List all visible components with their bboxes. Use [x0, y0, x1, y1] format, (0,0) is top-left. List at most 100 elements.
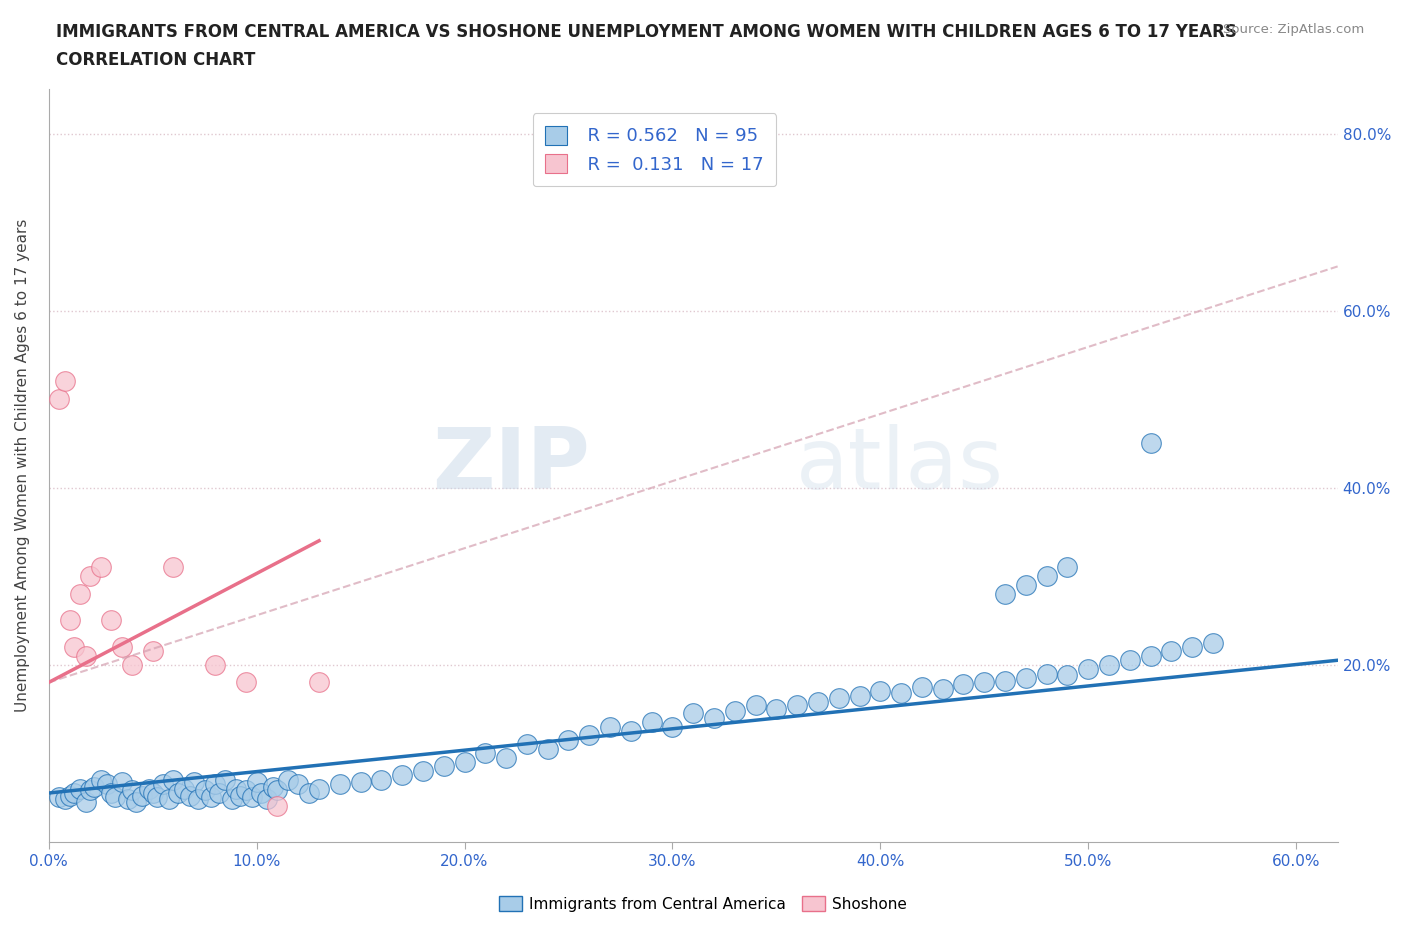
Point [1056, 668, 1078, 683]
Point [1015, 671, 1038, 685]
Point [370, 772, 392, 787]
Point [204, 777, 226, 791]
Point [200, 790, 222, 804]
Point [297, 786, 319, 801]
Point [277, 772, 299, 787]
Point [765, 701, 787, 716]
Point [994, 587, 1017, 602]
Point [869, 684, 891, 698]
Point [682, 706, 704, 721]
Point [194, 783, 217, 798]
Point [1139, 648, 1161, 663]
Point [599, 719, 621, 734]
Point [90, 772, 112, 787]
Point [308, 675, 330, 690]
Point [931, 682, 953, 697]
Point [952, 677, 974, 692]
Point [391, 768, 413, 783]
Point [214, 772, 236, 787]
Point [1202, 635, 1225, 650]
Point [55, 791, 77, 806]
Point [1160, 644, 1182, 658]
Point [890, 685, 912, 700]
Text: Source: ZipAtlas.com: Source: ZipAtlas.com [1223, 23, 1364, 36]
Point [179, 789, 201, 804]
Point [453, 754, 475, 769]
Point [110, 774, 132, 789]
Point [1139, 436, 1161, 451]
Point [146, 790, 169, 804]
Point [83, 779, 105, 794]
Text: ZIP: ZIP [432, 424, 591, 507]
Point [62, 640, 84, 655]
Point [911, 680, 934, 695]
Point [121, 783, 143, 798]
Point [848, 688, 870, 703]
Point [162, 560, 184, 575]
Point [744, 698, 766, 712]
Point [973, 675, 995, 690]
Point [100, 786, 122, 801]
Point [121, 658, 143, 672]
Point [55, 374, 77, 389]
Point [266, 783, 288, 798]
Point [58, 789, 80, 804]
Point [994, 673, 1017, 688]
Point [246, 774, 269, 789]
Point [287, 777, 309, 791]
Point [173, 781, 195, 796]
Point [703, 711, 725, 725]
Point [308, 781, 330, 796]
Point [661, 719, 683, 734]
Point [75, 794, 97, 809]
Y-axis label: Unemployment Among Women with Children Ages 6 to 17 years: Unemployment Among Women with Children A… [15, 219, 30, 712]
Point [204, 658, 226, 672]
Point [1035, 569, 1057, 584]
Point [557, 733, 579, 748]
Point [249, 786, 271, 801]
Point [1181, 640, 1204, 655]
Point [96, 777, 118, 791]
Point [48, 392, 70, 406]
Point [349, 774, 371, 789]
Point [62, 786, 84, 801]
Point [1098, 658, 1121, 672]
Point [162, 772, 184, 787]
Point [69, 781, 91, 796]
Point [138, 781, 160, 796]
Point [516, 737, 538, 751]
Point [69, 587, 91, 602]
Legend:   R = 0.562   N = 95,   R =  0.131   N = 17: R = 0.562 N = 95, R = 0.131 N = 17 [533, 113, 776, 187]
Point [79, 569, 101, 584]
Point [235, 783, 257, 798]
Point [229, 789, 252, 804]
Point [104, 790, 127, 804]
Point [495, 751, 517, 765]
Point [828, 691, 851, 706]
Point [142, 786, 165, 801]
Point [266, 799, 288, 814]
Point [620, 724, 643, 738]
Text: atlas: atlas [796, 424, 1004, 507]
Point [235, 675, 257, 690]
Point [208, 786, 231, 801]
Point [578, 728, 600, 743]
Point [100, 613, 122, 628]
Legend: Immigrants from Central America, Shoshone: Immigrants from Central America, Shoshon… [494, 889, 912, 918]
Point [90, 560, 112, 575]
Point [1119, 653, 1142, 668]
Point [157, 791, 180, 806]
Point [724, 703, 747, 718]
Point [48, 790, 70, 804]
Text: CORRELATION CHART: CORRELATION CHART [56, 51, 256, 69]
Point [1035, 666, 1057, 681]
Point [225, 781, 247, 796]
Point [1077, 661, 1099, 676]
Point [117, 791, 139, 806]
Text: IMMIGRANTS FROM CENTRAL AMERICA VS SHOSHONE UNEMPLOYMENT AMONG WOMEN WITH CHILDR: IMMIGRANTS FROM CENTRAL AMERICA VS SHOSH… [56, 23, 1237, 41]
Point [183, 774, 205, 789]
Point [1015, 578, 1038, 592]
Point [433, 759, 456, 774]
Point [75, 648, 97, 663]
Point [142, 644, 165, 658]
